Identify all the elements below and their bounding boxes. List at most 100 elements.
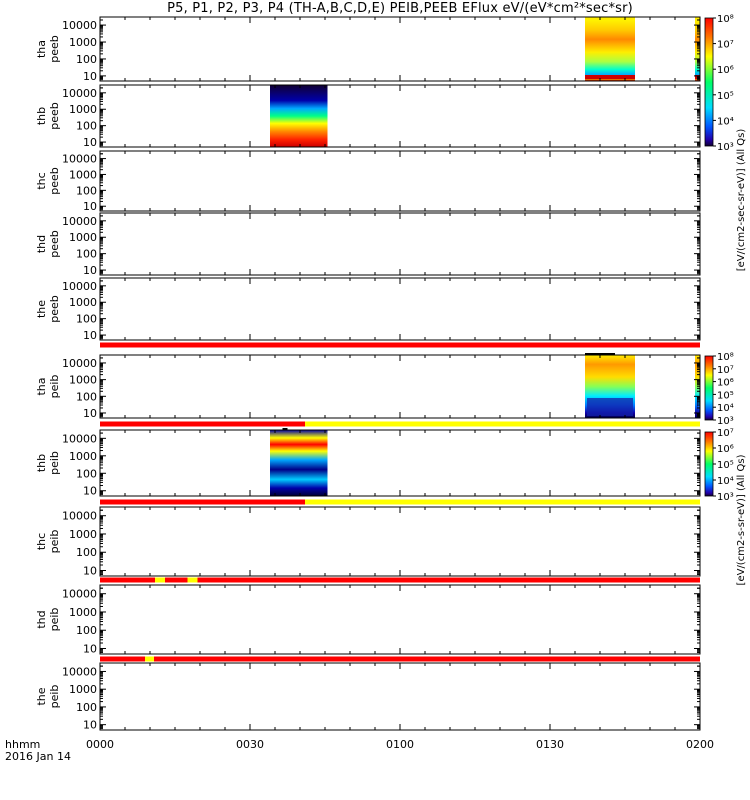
spectrogram-block (270, 430, 328, 496)
y-tick-label: 10 (83, 329, 97, 342)
chart-title: P5, P1, P2, P3, P4 (TH-A,B,C,D,E) PEIB,P… (167, 1, 633, 16)
x-tick-label: 0030 (236, 738, 264, 751)
panel-tha-peib: 10 100 1000 10000 tha peib (35, 354, 701, 420)
y-tick-label: 100 (76, 184, 97, 197)
y-tick-label: 100 (76, 313, 97, 326)
panel-frame (99, 584, 701, 655)
top-mark (585, 353, 615, 356)
colorbar-tick-label: 10⁷ (717, 40, 734, 51)
panel-label-product: peeb (48, 167, 61, 195)
panel-frame (99, 506, 701, 577)
panel-label-product: peeb (48, 230, 61, 258)
y-tick-label: 10 (83, 565, 97, 578)
y-tick-label: 10 (83, 485, 97, 498)
colorbar-title-ion: [eV/(cm2-s-sr-eV)] (All Qs) (736, 454, 747, 585)
y-tick-label: 1000 (69, 374, 97, 387)
y-tick-label: 10 (83, 264, 97, 277)
panel-label-probe: tha (35, 377, 48, 395)
panel-label-probe: thc (35, 172, 48, 189)
panel-label-probe: thb (35, 107, 48, 125)
panel-frame (99, 84, 701, 148)
y-tick-label: 10 (83, 200, 97, 213)
panel-frame (99, 277, 701, 341)
y-tick-label: 10 (83, 407, 97, 420)
colorbar-gradient (704, 17, 714, 147)
colorbar-tick-label: 10⁶ (717, 378, 734, 389)
panel-label-product: peib (48, 685, 61, 709)
panel-thd-peib: 10 100 1000 10000 thd peib (35, 584, 701, 656)
panel-frame (99, 212, 701, 276)
y-tick-label: 10 (83, 719, 97, 732)
panel-label-probe: the (35, 687, 48, 705)
panel-label-product: peib (48, 451, 61, 475)
panel-label-probe: thd (35, 235, 48, 253)
panel-label-probe: the (35, 300, 48, 318)
colorbar-tick-label: 10⁸ (717, 352, 734, 363)
y-tick-label: 10 (83, 70, 97, 83)
colorbar-tick-label: 10⁶ (717, 444, 734, 455)
quality-flag-segment (145, 656, 154, 662)
x-tick-label: 0100 (386, 738, 414, 751)
y-tick-label: 1000 (69, 36, 97, 49)
y-tick-label: 1000 (69, 606, 97, 619)
y-tick-label: 100 (76, 120, 97, 133)
panel-frame (99, 662, 701, 731)
y-tick-label: 100 (76, 701, 97, 714)
y-tick-label: 1000 (69, 683, 97, 696)
y-tick-label: 1000 (69, 296, 97, 309)
colorbar-gradient (704, 431, 714, 497)
spectrogram-band (585, 75, 635, 79)
colorbar-tick-label: 10³ (717, 492, 734, 503)
spectrogram-block (270, 85, 328, 147)
quality-flag-segment (100, 499, 305, 505)
quality-flag-segment (305, 421, 700, 427)
spectrogram-band (695, 17, 700, 20)
y-tick-label: 10000 (62, 588, 97, 601)
x-tick-label: 0200 (686, 738, 714, 751)
y-tick-label: 10000 (62, 280, 97, 293)
y-tick-label: 10000 (62, 510, 97, 523)
panel-frame (99, 150, 701, 212)
y-tick-label: 100 (76, 467, 97, 480)
colorbar-title-electron: [eV/(cm2-sec-sr-eV)] (All Qs) (736, 129, 747, 272)
y-tick-label: 10000 (62, 665, 97, 678)
panel-thd-peeb: 10 100 1000 10000 thd peeb (35, 212, 701, 277)
spectrogram-speckle (587, 398, 633, 416)
spectrogram-band (585, 17, 635, 20)
y-tick-label: 10000 (62, 357, 97, 370)
panel-frame (99, 429, 701, 497)
panel-tha-peeb: 10 100 1000 10000 tha peeb (35, 16, 701, 83)
colorbar-gradient (704, 355, 714, 421)
spectrogram-speckle (697, 398, 698, 416)
colorbar-tick-label: 10⁴ (717, 403, 734, 414)
y-tick-label: 10000 (62, 87, 97, 100)
quality-flag-segment (100, 421, 305, 427)
colorbar-tick-label: 10⁴ (717, 116, 734, 127)
spectrogram-block (585, 17, 635, 81)
panel-thc-peib: 10 100 1000 10000 thc peib (35, 506, 701, 578)
colorbar-tick-label: 10⁷ (717, 428, 734, 439)
panel-label-product: peib (48, 608, 61, 632)
y-tick-label: 1000 (69, 450, 97, 463)
y-tick-label: 10 (83, 643, 97, 656)
date-label: 2016 Jan 14 (5, 750, 71, 763)
y-tick-label: 10000 (62, 215, 97, 228)
panel-thc-peeb: 10 100 1000 10000 thc peeb (35, 150, 701, 213)
y-tick-label: 1000 (69, 103, 97, 116)
quality-flag-segment (154, 656, 700, 662)
y-tick-label: 1000 (69, 528, 97, 541)
panel-label-product: peib (48, 530, 61, 554)
y-tick-label: 10000 (62, 153, 97, 166)
quality-flag-segment (187, 577, 198, 583)
quality-flag-segment (197, 577, 700, 583)
panel-label-probe: thd (35, 610, 48, 628)
y-tick-label: 100 (76, 248, 97, 261)
quality-flag-segment (165, 577, 188, 583)
colorbar-tick-label: 10⁴ (717, 476, 734, 487)
x-tick-label: 0130 (536, 738, 564, 751)
quality-flag-segment (100, 577, 155, 583)
panel-label-probe: thc (35, 533, 48, 550)
panel-label-probe: tha (35, 40, 48, 58)
colorbar-tick-label: 10⁵ (717, 460, 734, 471)
quality-flag-segment (155, 577, 165, 583)
